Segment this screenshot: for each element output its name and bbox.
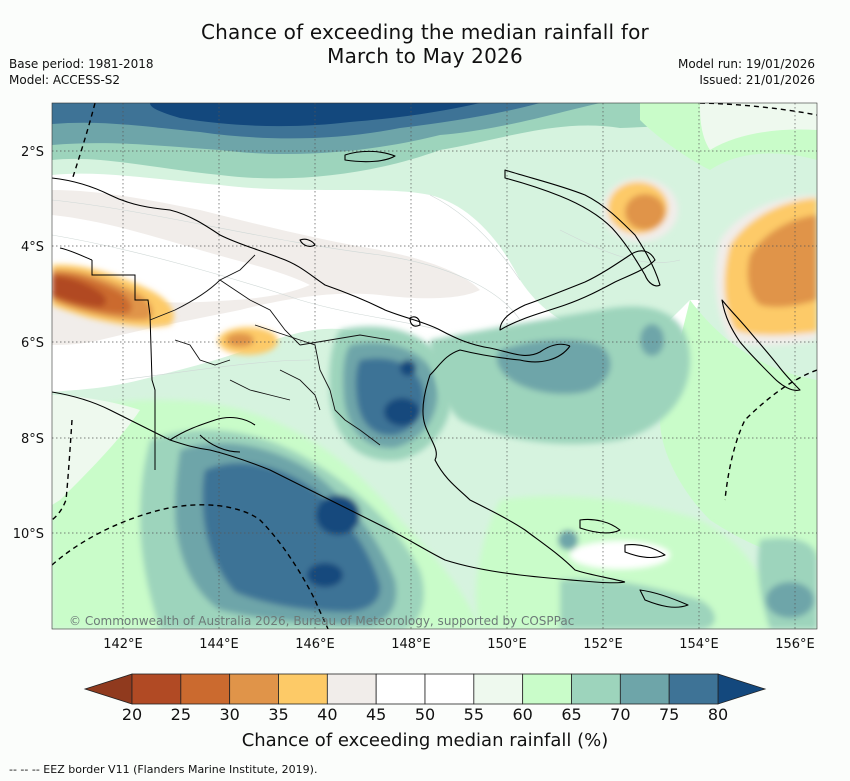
colorbar-tick-label: 25	[171, 705, 191, 724]
field-mid-wet	[430, 306, 690, 444]
lon-label: 156°E	[775, 637, 815, 652]
colorbar-tick-label: 65	[561, 705, 581, 724]
colorbar-over-arrow	[717, 673, 767, 705]
lat-axis-labels: 2°S 4°S 6°S 8°S 10°S	[13, 145, 44, 542]
colorbar: 20 25 30 35 40 45 50 55 60 65 70 75 80	[83, 673, 767, 724]
colorbar-tick-label: 50	[415, 705, 435, 724]
meta-right: Model run: 19/01/2026 Issued: 21/01/2026	[678, 56, 815, 88]
lat-label: 10°S	[13, 527, 44, 542]
lat-label: 6°S	[21, 336, 44, 351]
eez-border	[52, 103, 817, 629]
lon-label: 152°E	[583, 637, 623, 652]
field-newireland-dry	[602, 178, 678, 242]
base-period: Base period: 1981-2018	[9, 57, 154, 71]
colorbar-segment	[180, 673, 231, 705]
colorbar-tick-label: 60	[512, 705, 532, 724]
lon-axis-labels: 142°E 144°E 146°E 148°E 150°E 152°E 154°…	[103, 637, 815, 652]
colorbar-tick-label: 75	[659, 705, 679, 724]
lon-label: 150°E	[487, 637, 527, 652]
colorbar-segments	[131, 673, 719, 705]
map-title-line2: March to May 2026	[327, 44, 523, 68]
colorbar-tick-label: 40	[317, 705, 337, 724]
field-west-55	[52, 395, 140, 505]
colorbar-segment	[571, 673, 621, 705]
field-west-dry	[52, 264, 174, 328]
field-ne-55	[700, 103, 817, 150]
field-east-dry	[715, 195, 817, 346]
colorbar-segment	[473, 673, 524, 705]
colorbar-tick-label: 80	[708, 705, 728, 724]
lat-label: 8°S	[21, 432, 44, 447]
grid-lines	[52, 103, 817, 629]
lon-label: 142°E	[103, 637, 143, 652]
coastlines	[52, 150, 801, 608]
model-name: Model: ACCESS-S2	[9, 73, 121, 87]
colorbar-tick-label: 55	[464, 705, 484, 724]
colorbar-segment	[375, 673, 426, 705]
field-north-high	[150, 103, 480, 127]
lon-label: 144°E	[199, 637, 239, 652]
colorbar-segment	[522, 673, 572, 705]
meta-left: Base period: 1981-2018 Model: ACCESS-S2	[9, 56, 154, 88]
colorbar-segment	[668, 673, 719, 705]
national-border	[59, 247, 156, 470]
colorbar-segment	[424, 673, 475, 705]
colorbar-under-arrow	[83, 673, 133, 705]
colorbar-segment	[229, 673, 279, 705]
colorbar-tick-label: 70	[610, 705, 630, 724]
field-south-wet	[52, 400, 480, 629]
colorbar-title: Chance of exceeding median rainfall (%)	[241, 730, 609, 751]
colorbar-labels: 20 25 30 35 40 45 50 55 60 65 70 75 80	[122, 705, 728, 724]
colorbar-tick-label: 45	[366, 705, 386, 724]
field-huon-wet	[329, 326, 453, 461]
lat-label: 2°S	[21, 145, 44, 160]
lon-label: 154°E	[679, 637, 719, 652]
colorbar-tick-label: 30	[219, 705, 239, 724]
model-run: Model run: 19/01/2026	[677, 57, 815, 71]
copyright-notice: © Commonwealth of Australia 2026, Bureau…	[69, 614, 575, 628]
eez-legend: -- -- -- EEZ border V11 (Flanders Marine…	[9, 763, 318, 776]
map-frame	[51, 102, 818, 630]
colorbar-segment	[619, 673, 670, 705]
colorbar-segment	[278, 673, 328, 705]
map-area	[52, 103, 817, 629]
lat-label: 4°S	[21, 240, 44, 255]
colorbar-tick-label: 20	[122, 705, 142, 724]
provincial-borders	[149, 254, 391, 446]
colorbar-tick-label: 35	[268, 705, 288, 724]
lon-label: 146°E	[295, 637, 335, 652]
lon-label: 148°E	[391, 637, 431, 652]
issued-date: Issued: 21/01/2026	[699, 73, 815, 87]
colorbar-segment	[326, 673, 377, 705]
field-central-dry	[218, 327, 278, 355]
field-southeast	[476, 496, 817, 629]
map-title: Chance of exceeding the median rainfall …	[0, 20, 850, 68]
colorbar-segment	[131, 673, 182, 705]
map-title-line1: Chance of exceeding the median rainfall …	[201, 20, 649, 44]
contour-lines	[52, 194, 681, 381]
